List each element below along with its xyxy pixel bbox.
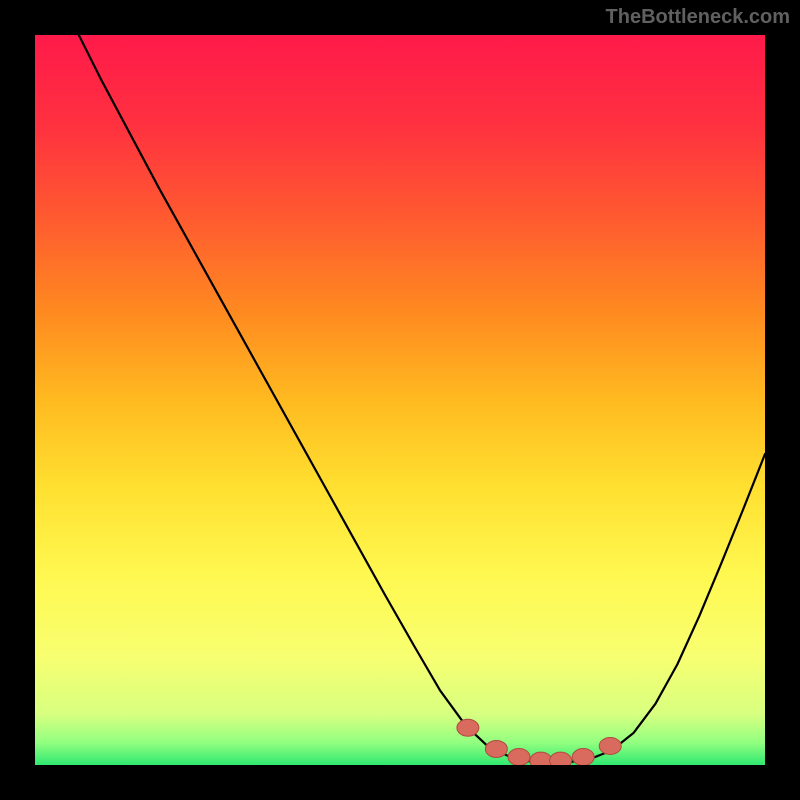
curve-layer [35, 35, 765, 765]
curve-marker [457, 719, 479, 736]
bottleneck-curve [79, 35, 765, 763]
plot-area [35, 35, 765, 765]
chart-container: TheBottleneck.com [0, 0, 800, 800]
watermark-text: TheBottleneck.com [606, 6, 790, 29]
curve-marker [530, 752, 552, 765]
curve-marker [572, 748, 594, 765]
curve-marker [599, 738, 621, 755]
curve-marker [508, 748, 530, 765]
curve-marker [485, 740, 507, 757]
markers-group [457, 719, 621, 765]
curve-marker [550, 752, 572, 765]
